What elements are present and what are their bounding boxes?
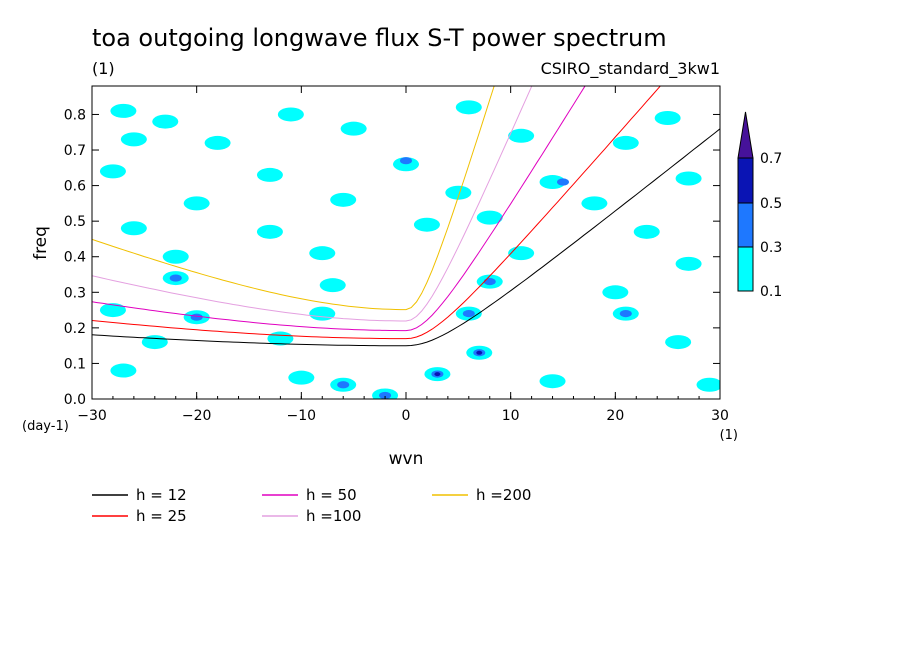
contour-patch (539, 175, 566, 190)
contour-patch (675, 171, 702, 186)
contour-patch (696, 377, 720, 392)
x-tick-label: 0 (402, 408, 411, 424)
contour-patch (110, 103, 137, 118)
colorbar-label: 0.1 (760, 284, 782, 300)
contour-patch (309, 306, 336, 321)
dispersion-curve (92, 86, 533, 322)
contour-patch (141, 335, 168, 350)
contour-patch (162, 249, 189, 264)
dispersion-curve (92, 86, 495, 311)
x-axis-unit: (1) (720, 428, 738, 443)
contour-patch (190, 313, 203, 321)
contour-patch (183, 196, 210, 211)
legend-label: h =100 (306, 507, 361, 525)
chart-subtitle-left: (1) (92, 59, 115, 78)
contour-patch (539, 374, 566, 389)
y-tick-label: 0.8 (64, 107, 86, 123)
dispersion-curve (92, 86, 661, 340)
colorbar-label: 0.3 (760, 240, 782, 256)
contour-patch (462, 310, 475, 318)
dispersion-curves (92, 86, 720, 347)
contour-patch (508, 246, 535, 261)
contour-patch (340, 121, 367, 136)
colorbar-label: 0.7 (760, 151, 782, 167)
contour-patch (110, 363, 137, 378)
colorbar: 0.1 0.3 0.5 0.7 (737, 111, 782, 300)
contour-patch (675, 256, 702, 271)
legend-label: h = 50 (306, 486, 357, 504)
legend-label: h =200 (476, 486, 531, 504)
x-tick-label: 20 (606, 408, 624, 424)
contour-patch (120, 132, 147, 147)
contour-patch (288, 370, 315, 385)
x-tick-label: −30 (77, 408, 107, 424)
contour-patch (256, 167, 283, 182)
contour-patch (309, 246, 336, 261)
contour-patch (612, 135, 639, 150)
dispersion-curve (92, 128, 720, 347)
y-tick-label: 0.0 (64, 392, 86, 408)
y-axis-unit: (day-1) (22, 419, 69, 434)
contour-patch (337, 381, 350, 389)
contour-patch (602, 285, 629, 300)
contour-patch (476, 210, 503, 225)
contour-patch (508, 128, 535, 143)
plot-frame (91, 85, 721, 400)
y-tick-label: 0.2 (64, 321, 86, 337)
contour-patch (434, 372, 441, 377)
legend: h = 12 h = 25 h = 50 h =100 h =200 (92, 486, 531, 525)
contour-patch (665, 335, 692, 350)
y-tick-label: 0.6 (64, 179, 86, 195)
y-tick-label: 0.1 (64, 356, 86, 372)
contour-patch (120, 221, 147, 236)
contour-patch (557, 178, 569, 186)
contour-patch (455, 100, 482, 115)
x-axis: −30 −20 −10 0 10 20 30 (77, 86, 729, 424)
colorbar-swatch (737, 246, 754, 292)
y-axis: 0.0 0.1 0.2 0.3 0.4 0.5 0.6 0.7 0.8 (64, 107, 720, 408)
dispersion-curve (92, 86, 586, 332)
y-tick-label: 0.3 (64, 285, 86, 301)
contour-patch (379, 391, 392, 399)
contour-fill-layer (99, 100, 720, 399)
legend-label: h = 12 (136, 486, 187, 504)
contour-patch (581, 196, 608, 211)
contour-patch (169, 274, 182, 282)
contour-patch (256, 224, 283, 239)
contour-patch (152, 114, 179, 129)
contour-patch (654, 111, 681, 126)
contour-patch (319, 278, 346, 293)
chart-title: toa outgoing longwave flux S-T power spe… (92, 24, 667, 52)
y-axis-label: freq (31, 226, 51, 260)
contour-patch (330, 192, 357, 207)
contour-patch (413, 217, 440, 232)
x-axis-label: wvn (389, 449, 424, 469)
x-tick-label: −10 (287, 408, 317, 424)
contour-patch (400, 157, 412, 165)
colorbar-swatch (737, 202, 754, 248)
y-tick-label: 0.7 (64, 143, 86, 159)
contour-patch (633, 224, 660, 239)
colorbar-arrow (737, 111, 754, 159)
contour-patch (99, 164, 126, 179)
legend-label: h = 25 (136, 507, 187, 525)
y-tick-label: 0.4 (64, 250, 86, 266)
y-tick-label: 0.5 (64, 214, 86, 230)
colorbar-label: 0.5 (760, 196, 782, 212)
contour-patch (99, 303, 126, 318)
contour-patch (483, 278, 496, 286)
contour-patch (204, 135, 231, 150)
x-tick-label: 30 (711, 408, 729, 424)
colorbar-swatch (737, 157, 754, 204)
x-tick-label: 10 (502, 408, 520, 424)
contour-patch (277, 107, 304, 122)
contour-patch (445, 185, 472, 200)
x-tick-label: −20 (182, 408, 212, 424)
contour-patch (476, 350, 483, 355)
contour-patch (619, 310, 632, 318)
chart-subtitle-right: CSIRO_standard_3kw1 (541, 59, 720, 79)
